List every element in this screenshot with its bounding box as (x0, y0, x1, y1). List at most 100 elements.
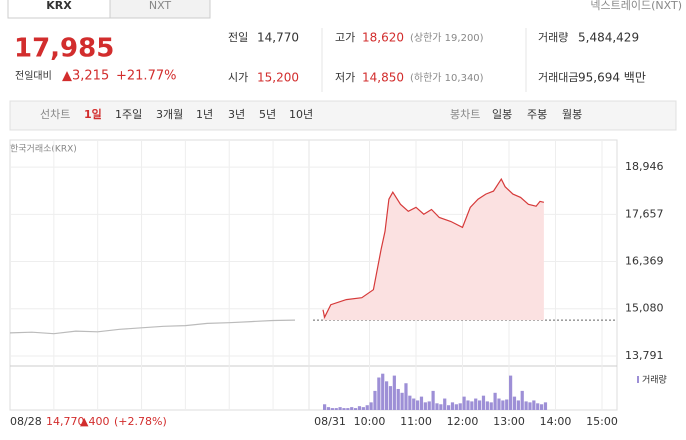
period-btn[interactable]: 1년 (196, 108, 213, 121)
volume-bar (540, 404, 544, 410)
volume-bar (474, 398, 478, 410)
volume-bar (346, 408, 350, 410)
y-tick-label: 16,369 (625, 255, 664, 268)
nxt-link[interactable]: 넥스트레이드(NXT) (590, 0, 682, 12)
volume-bar (435, 403, 439, 410)
cell-note: (하한가 10,340) (410, 71, 484, 84)
x-tick-label: 12:00 (447, 415, 479, 428)
volume-bar (416, 400, 420, 410)
volume-bar (505, 399, 509, 410)
candle-btn[interactable]: 월봉 (562, 108, 582, 121)
quote-table: 전일 14,770 고가 18,620 (상한가 19,200) 거래량 5,484,429… (228, 30, 646, 85)
volume-bar (381, 373, 385, 410)
volume-bar (532, 400, 536, 410)
footer-change: ▲400 (80, 415, 109, 428)
candle-chart-btn[interactable]: 봉차트 (450, 108, 480, 121)
volume-bar (462, 396, 466, 410)
volume-bar (350, 407, 354, 410)
change: ▲3,215 (62, 69, 109, 84)
tab-krx[interactable]: KRX (46, 0, 72, 12)
candle-btn[interactable]: 일봉 (492, 107, 512, 121)
volume-bar (404, 383, 408, 410)
volume-bar (516, 400, 520, 410)
x-tick-label: 15:00 (586, 415, 618, 428)
period-btn[interactable]: 10년 (289, 108, 313, 121)
x-tick-label: 11:00 (400, 415, 432, 428)
volume-bar (493, 392, 497, 410)
volume-bar (447, 405, 451, 410)
rate: +21.77% (116, 69, 176, 84)
y-tick-label: 13,791 (625, 349, 664, 362)
volume-bar (427, 401, 431, 410)
volume-bar (509, 375, 513, 410)
plot-frame (9, 139, 618, 411)
y-tick-label: 17,657 (625, 207, 664, 220)
volume-bar (466, 400, 470, 410)
volume-bar (450, 402, 455, 410)
volume-bar (400, 392, 404, 410)
plot: 13,791 15,080 16,369 17,657 18,946 10:00 11:00… (9, 139, 667, 428)
cell-label: 저가 (335, 71, 355, 84)
volume-bar (458, 403, 462, 410)
legend-swatch (637, 376, 639, 383)
volume-bar (388, 386, 393, 410)
period-btn[interactable]: 3개월 (156, 108, 183, 121)
line-chart-btn[interactable]: 선차트 (40, 108, 70, 121)
volume-bar (377, 377, 381, 410)
volume-bar (501, 400, 505, 410)
volume-bar (365, 405, 369, 410)
volume-bar (485, 401, 489, 410)
volume-bar (431, 390, 435, 410)
volume-bar (454, 404, 458, 410)
period-btn[interactable]: 1일 (84, 107, 102, 121)
volume-bar (373, 390, 377, 410)
volume-bar (512, 396, 517, 410)
source: 한국거래소(KRX) (10, 144, 77, 155)
cell-label: 고가 (335, 31, 355, 44)
x-tick-label: 10:00 (354, 415, 386, 428)
volume-bar (524, 401, 528, 410)
volume-bar (334, 408, 338, 410)
cell-value: 14,850 (362, 71, 404, 85)
volume-bar (369, 402, 373, 410)
candle-btn[interactable]: 주봉 (527, 108, 547, 121)
toolbar-items: 선차트 1일 1주일 3개월 1년 3년 5년 10년 봉차트 일봉 주봉 월봉 (40, 107, 582, 121)
volume-bar (357, 406, 362, 410)
y-tick-label: 18,946 (625, 160, 664, 173)
period-btn[interactable]: 3년 (228, 108, 245, 121)
period-btn[interactable]: 1주일 (115, 107, 142, 121)
volume-bar (419, 396, 424, 410)
cell-value: 5,484,429 (578, 31, 639, 45)
volume-bar (342, 408, 346, 410)
volume-bar (528, 402, 532, 410)
volume-bar (338, 407, 342, 410)
x-date-label: 08/31 (314, 415, 346, 428)
volume-bar (443, 398, 447, 410)
volume-bar (361, 407, 365, 410)
cell-value: 95,694 백만 (578, 71, 646, 85)
toolbar (9, 100, 677, 131)
cell-label: 거래대금 (538, 71, 578, 84)
price-line (9, 319, 296, 335)
cell-value: 14,770 (257, 31, 299, 45)
volume-bar (423, 402, 427, 410)
volume-bar (354, 408, 358, 410)
tab-nxt[interactable]: NXT (149, 0, 172, 12)
price-line (322, 177, 545, 320)
volume-bar (478, 400, 482, 410)
volume-bar (439, 404, 443, 410)
cell-note: (상한가 19,200) (410, 32, 484, 44)
x-tick-label: 14:00 (540, 415, 572, 428)
cell-value: 18,620 (362, 31, 404, 45)
area (323, 179, 544, 321)
cell-value: 15,200 (257, 71, 299, 85)
volume-bar (412, 398, 416, 410)
x-tick-label: 13:00 (493, 415, 525, 428)
volume-bar (536, 403, 540, 410)
footer-rate: (+2.78%) (114, 415, 167, 428)
period-btn[interactable]: 5년 (259, 108, 276, 121)
footer-close: 14,770 (46, 415, 85, 428)
tab-box[interactable] (109, 0, 211, 19)
legend-label: 거래량 (642, 374, 667, 386)
